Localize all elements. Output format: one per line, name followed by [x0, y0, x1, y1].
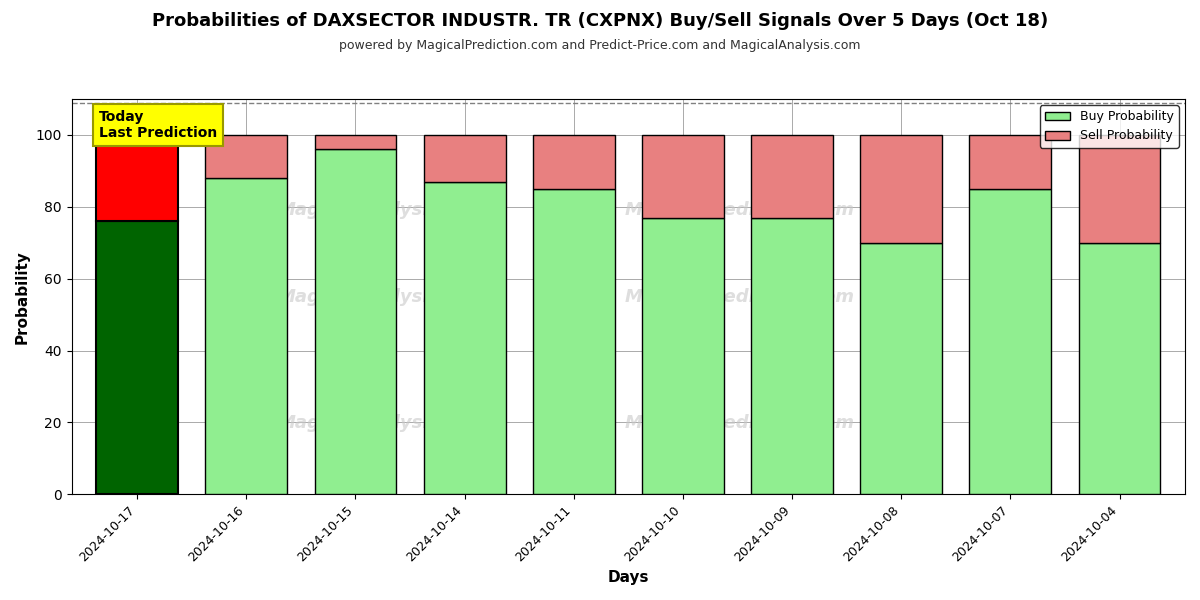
Bar [751, 218, 833, 494]
Text: MagicalPrediction.com: MagicalPrediction.com [625, 287, 854, 305]
Text: powered by MagicalPrediction.com and Predict-Price.com and MagicalAnalysis.com: powered by MagicalPrediction.com and Pre… [340, 38, 860, 52]
Bar [533, 135, 614, 189]
Bar [970, 189, 1051, 494]
Bar [205, 178, 287, 494]
Y-axis label: Probability: Probability [16, 250, 30, 344]
Bar [860, 243, 942, 494]
Bar [424, 135, 505, 182]
Bar [314, 135, 396, 149]
Bar [205, 135, 287, 178]
Bar [970, 135, 1051, 189]
Text: MagicalAnalysis.com: MagicalAnalysis.com [278, 414, 488, 432]
Bar [424, 182, 505, 494]
Bar [642, 135, 724, 218]
Bar [96, 221, 178, 494]
Text: MagicalPrediction.com: MagicalPrediction.com [625, 414, 854, 432]
Text: MagicalAnalysis.com: MagicalAnalysis.com [278, 200, 488, 218]
Bar [533, 189, 614, 494]
Bar [1079, 243, 1160, 494]
Text: Today
Last Prediction: Today Last Prediction [98, 110, 217, 140]
Legend: Buy Probability, Sell Probability: Buy Probability, Sell Probability [1040, 105, 1178, 148]
Bar [314, 149, 396, 494]
Bar [860, 135, 942, 243]
Bar [96, 135, 178, 221]
Bar [642, 218, 724, 494]
Bar [1079, 135, 1160, 243]
Text: Probabilities of DAXSECTOR INDUSTR. TR (CXPNX) Buy/Sell Signals Over 5 Days (Oct: Probabilities of DAXSECTOR INDUSTR. TR (… [152, 12, 1048, 30]
X-axis label: Days: Days [607, 570, 649, 585]
Text: MagicalPrediction.com: MagicalPrediction.com [625, 200, 854, 218]
Bar [751, 135, 833, 218]
Text: MagicalAnalysis.com: MagicalAnalysis.com [278, 287, 488, 305]
